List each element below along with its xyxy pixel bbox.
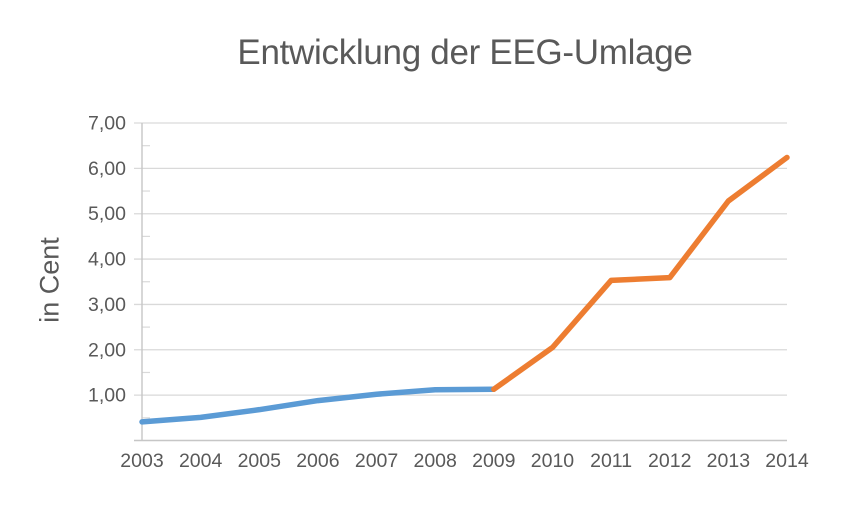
x-tick-label: 2006 bbox=[296, 450, 339, 472]
x-tick-label: 2011 bbox=[590, 450, 632, 472]
x-tick-label: 2005 bbox=[238, 450, 282, 472]
y-tick-label: 5,00 bbox=[88, 203, 126, 225]
y-tick-label: 1,00 bbox=[88, 385, 126, 407]
x-tick-label: 2003 bbox=[120, 450, 163, 472]
y-tick-label: 2,00 bbox=[88, 339, 126, 361]
y-tick-label: 4,00 bbox=[88, 249, 126, 271]
x-tick-label: 2009 bbox=[472, 450, 515, 472]
series-line-blue bbox=[139, 386, 497, 425]
series-line-orange bbox=[491, 154, 790, 392]
y-tick-label: 3,00 bbox=[88, 294, 126, 316]
y-tick-label: 7,00 bbox=[88, 113, 126, 135]
chart-title: Entwicklung der EEG-Umlage bbox=[237, 33, 693, 72]
x-tick-label: 2013 bbox=[707, 450, 750, 472]
x-tick-label: 2008 bbox=[413, 450, 456, 472]
x-tick-label: 2007 bbox=[355, 450, 398, 472]
x-tick-label: 2010 bbox=[531, 450, 575, 472]
y-tick-label: 6,00 bbox=[88, 158, 126, 180]
x-tick-label: 2012 bbox=[648, 450, 691, 472]
x-tick-label: 2014 bbox=[765, 450, 809, 472]
x-tick-label: 2004 bbox=[179, 450, 223, 472]
